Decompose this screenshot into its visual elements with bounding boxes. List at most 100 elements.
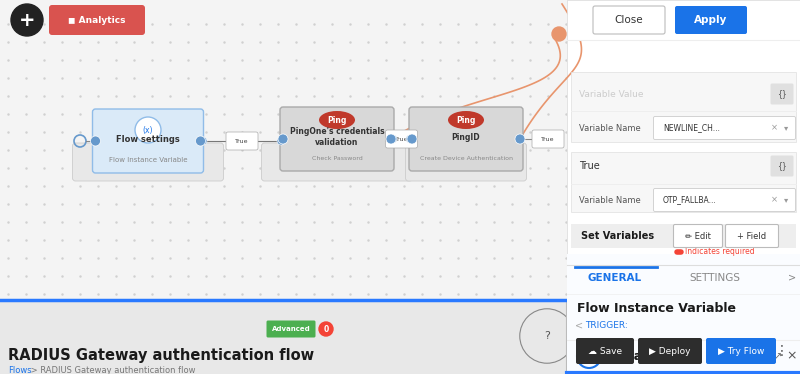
Text: RADIUS Gateway authentication flow: RADIUS Gateway authentication flow <box>8 348 314 363</box>
Text: 0: 0 <box>323 325 329 334</box>
Text: {}: {} <box>777 162 787 171</box>
Text: ▾: ▾ <box>784 123 788 132</box>
Text: Close: Close <box>614 15 643 25</box>
Text: Ping: Ping <box>456 116 476 125</box>
Text: ☁ Save: ☁ Save <box>588 346 622 356</box>
Text: OTP_FALLBA...: OTP_FALLBA... <box>663 196 717 205</box>
Circle shape <box>199 137 207 145</box>
Circle shape <box>278 134 288 144</box>
Text: (x): (x) <box>584 352 594 361</box>
Text: ⚙: ⚙ <box>656 349 668 362</box>
Circle shape <box>11 4 43 36</box>
FancyBboxPatch shape <box>532 130 564 148</box>
Text: Indicates required: Indicates required <box>685 248 754 257</box>
Text: Variable Value: Variable Value <box>579 89 643 98</box>
FancyBboxPatch shape <box>726 224 778 248</box>
Text: Initial flow settings
configuration: Initial flow settings configuration <box>111 152 185 172</box>
Text: ▶ Try Flow: ▶ Try Flow <box>718 346 764 356</box>
Text: ×: × <box>770 196 778 205</box>
Text: True: True <box>579 161 600 171</box>
Circle shape <box>552 27 566 41</box>
Text: PingID: PingID <box>452 132 480 141</box>
FancyBboxPatch shape <box>226 132 258 150</box>
Circle shape <box>386 134 396 144</box>
FancyBboxPatch shape <box>638 338 702 364</box>
FancyBboxPatch shape <box>280 107 394 171</box>
Text: > RADIUS Gateway authentication flow: > RADIUS Gateway authentication flow <box>28 366 195 374</box>
Text: ↗: ↗ <box>774 351 782 361</box>
Text: Variable Name: Variable Name <box>579 196 641 205</box>
Circle shape <box>319 322 333 336</box>
Text: GENERAL: GENERAL <box>588 273 642 283</box>
Bar <box>567 254 800 374</box>
Text: Check Password: Check Password <box>312 156 362 160</box>
Text: True: True <box>394 137 408 141</box>
Text: TRIGGER:: TRIGGER: <box>585 322 628 331</box>
Ellipse shape <box>319 111 355 129</box>
Circle shape <box>135 117 161 143</box>
Text: Apply: Apply <box>694 15 728 25</box>
Text: Create Device Authentication: Create Device Authentication <box>419 156 513 160</box>
Text: Flow Instance Variable: Flow Instance Variable <box>109 157 187 163</box>
FancyBboxPatch shape <box>675 6 747 34</box>
Bar <box>571 152 796 212</box>
Text: PingOne's credentials
validation: PingOne's credentials validation <box>290 127 384 147</box>
FancyBboxPatch shape <box>654 116 795 140</box>
Text: Flow settings: Flow settings <box>116 135 180 144</box>
Text: Credentials validation: Credentials validation <box>295 157 379 166</box>
FancyBboxPatch shape <box>406 143 526 181</box>
Text: Flow Instance Variable: Flow Instance Variable <box>577 301 736 315</box>
Text: (x): (x) <box>142 126 154 135</box>
Circle shape <box>389 135 397 143</box>
FancyBboxPatch shape <box>409 107 523 171</box>
Text: ⋮: ⋮ <box>775 344 789 358</box>
Bar <box>571 72 796 142</box>
Text: Variables: Variables <box>607 349 672 362</box>
Text: ✏ Edit: ✏ Edit <box>685 232 711 240</box>
Circle shape <box>515 134 525 144</box>
Bar <box>0 300 567 374</box>
Text: Ping: Ping <box>327 116 346 125</box>
Bar <box>567 0 800 374</box>
FancyBboxPatch shape <box>770 83 794 104</box>
Text: Variable Name: Variable Name <box>579 123 641 132</box>
Text: ×: × <box>770 123 778 132</box>
Text: Advanced: Advanced <box>272 326 310 332</box>
FancyBboxPatch shape <box>576 338 634 364</box>
FancyBboxPatch shape <box>266 321 315 337</box>
Circle shape <box>277 137 285 145</box>
Circle shape <box>90 136 101 146</box>
Text: {}: {} <box>777 89 787 98</box>
Text: ?: ? <box>544 331 550 341</box>
FancyBboxPatch shape <box>593 6 665 34</box>
Text: ▶ Deploy: ▶ Deploy <box>650 346 690 356</box>
Circle shape <box>406 135 414 143</box>
Text: True: True <box>542 137 554 141</box>
FancyBboxPatch shape <box>674 224 722 248</box>
Circle shape <box>195 136 206 146</box>
Text: <: < <box>575 321 583 331</box>
Text: ◼ Analytics: ◼ Analytics <box>68 15 126 25</box>
Bar <box>567 0 800 40</box>
Text: ▾: ▾ <box>784 196 788 205</box>
FancyBboxPatch shape <box>386 130 418 148</box>
FancyBboxPatch shape <box>706 338 776 364</box>
FancyBboxPatch shape <box>654 188 795 212</box>
FancyBboxPatch shape <box>93 109 203 173</box>
Circle shape <box>407 134 417 144</box>
Text: + Field: + Field <box>738 232 766 240</box>
Text: >: > <box>788 273 796 283</box>
Text: Set Variables: Set Variables <box>581 231 654 241</box>
Text: +: + <box>18 10 35 30</box>
Text: True: True <box>235 138 249 144</box>
Bar <box>571 224 796 248</box>
FancyBboxPatch shape <box>770 156 794 177</box>
Text: SETTINGS: SETTINGS <box>690 273 741 283</box>
FancyBboxPatch shape <box>262 143 413 181</box>
Text: Start MFA: Start MFA <box>447 157 485 166</box>
Text: Flows: Flows <box>8 366 32 374</box>
Text: NEWLINE_CH...: NEWLINE_CH... <box>663 123 720 132</box>
FancyBboxPatch shape <box>49 5 145 35</box>
Bar <box>0 0 567 374</box>
FancyBboxPatch shape <box>73 143 223 181</box>
